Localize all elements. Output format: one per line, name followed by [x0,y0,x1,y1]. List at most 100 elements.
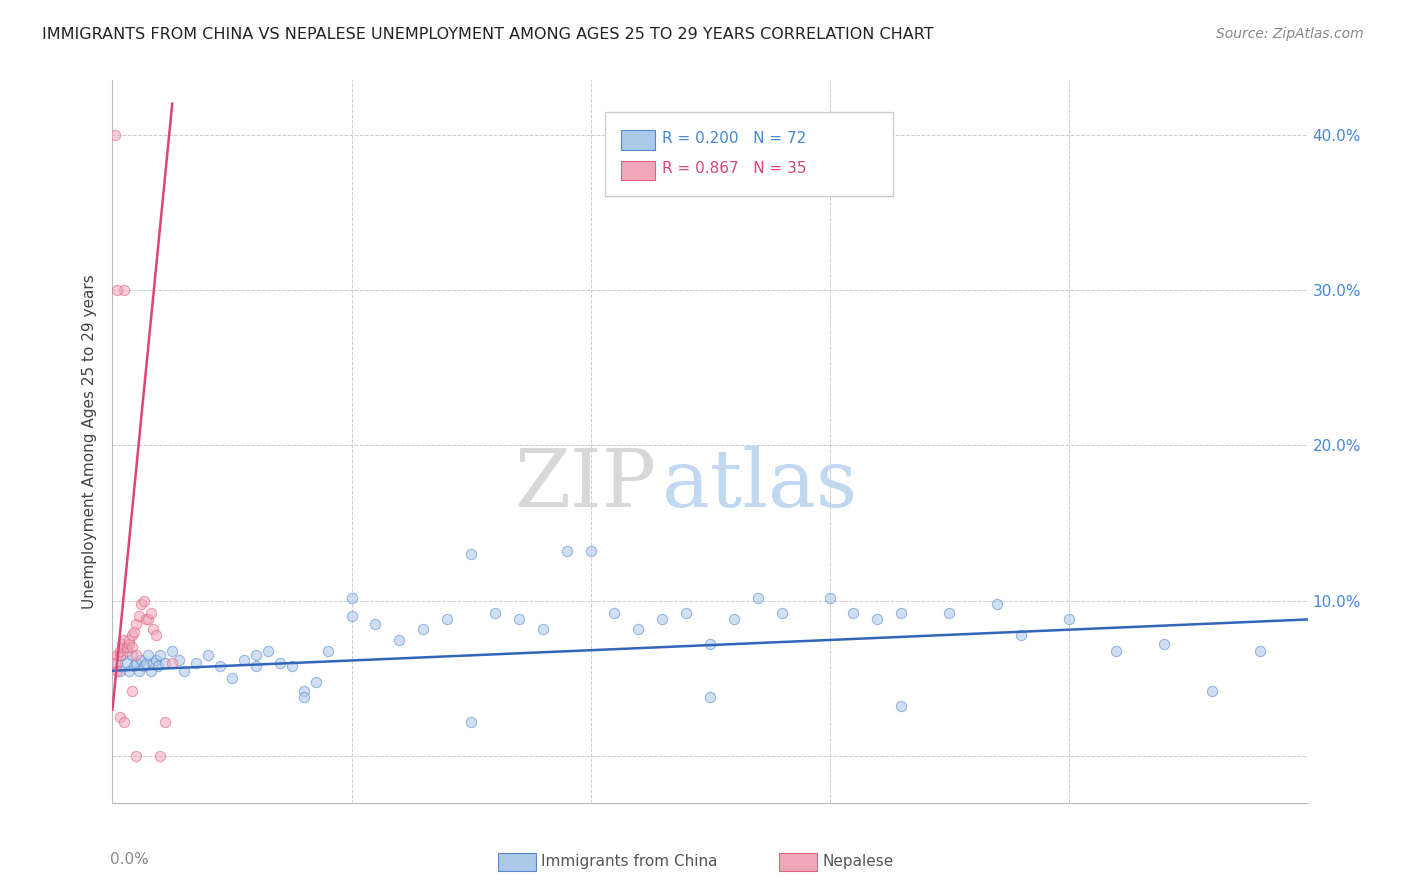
Text: 0.0%: 0.0% [110,852,149,867]
Point [508,612,530,626]
Point [138,648,160,663]
Point [186,656,208,670]
Point [115,640,138,655]
Point [153,714,176,729]
Point [125,648,148,663]
Point [460,714,482,729]
Point [1010,628,1032,642]
Point [842,606,865,620]
Point [292,684,315,698]
Text: R = 0.200   N = 72: R = 0.200 N = 72 [662,131,807,145]
Point [108,664,131,678]
Point [675,606,697,620]
Point [114,632,135,647]
Point [245,659,267,673]
Point [128,664,150,678]
Point [173,664,195,678]
Point [145,653,167,667]
Point [162,643,183,657]
Point [125,749,148,764]
Point [135,612,157,626]
Point [221,672,243,686]
Text: IMMIGRANTS FROM CHINA VS NEPALESE UNEMPLOYMENT AMONG AGES 25 TO 29 YEARS CORRELA: IMMIGRANTS FROM CHINA VS NEPALESE UNEMPL… [42,27,934,42]
Point [105,283,128,297]
Point [139,606,162,620]
Point [118,664,141,678]
Point [129,597,152,611]
Point [121,684,143,698]
Point [128,609,150,624]
Point [292,690,315,705]
Point [197,648,219,663]
Point [115,656,138,670]
Point [1201,684,1223,698]
Point [770,606,793,620]
Text: Source: ZipAtlas.com: Source: ZipAtlas.com [1216,27,1364,41]
Y-axis label: Unemployment Among Ages 25 to 29 years: Unemployment Among Ages 25 to 29 years [82,274,97,609]
Point [146,659,169,673]
Point [209,659,232,673]
Point [121,648,143,663]
Point [699,690,721,705]
Point [484,606,506,620]
Point [938,606,960,620]
Point [139,664,162,678]
Point [818,591,841,605]
Point [866,612,889,626]
Point [986,597,1008,611]
Point [436,612,458,626]
Point [388,632,411,647]
Point [104,128,127,142]
Point [305,674,328,689]
Point [412,622,434,636]
Point [118,632,141,647]
Point [122,659,145,673]
Point [114,714,135,729]
Point [233,653,256,667]
Point [245,648,267,663]
Point [114,283,135,297]
Point [111,637,134,651]
Point [142,622,165,636]
Point [149,749,172,764]
Point [627,622,650,636]
Point [122,624,145,639]
Point [603,606,626,620]
Text: Nepalese: Nepalese [823,855,894,869]
Point [111,648,134,663]
Point [145,628,167,642]
Point [1249,643,1271,657]
Point [316,643,339,657]
Point [142,656,165,670]
Text: Immigrants from China: Immigrants from China [541,855,718,869]
Point [111,640,134,655]
Point [118,637,141,651]
Point [1057,612,1080,626]
Point [340,591,363,605]
Point [104,656,127,670]
Point [890,699,912,714]
Text: R = 0.867   N = 35: R = 0.867 N = 35 [662,161,807,176]
Point [579,544,602,558]
Point [105,664,128,678]
Point [125,617,148,632]
Point [132,594,155,608]
Point [125,656,148,670]
Point [149,648,172,663]
Point [129,653,152,667]
Point [138,612,160,626]
Point [1153,637,1175,651]
Point [281,659,304,673]
Point [105,648,128,663]
Point [115,643,138,657]
Point [531,622,554,636]
Point [555,544,578,558]
Point [121,640,143,655]
Point [723,612,745,626]
Point [162,656,183,670]
Point [153,656,176,670]
Point [460,547,482,561]
Point [890,606,912,620]
Point [169,653,191,667]
Text: ZIP: ZIP [515,446,657,524]
